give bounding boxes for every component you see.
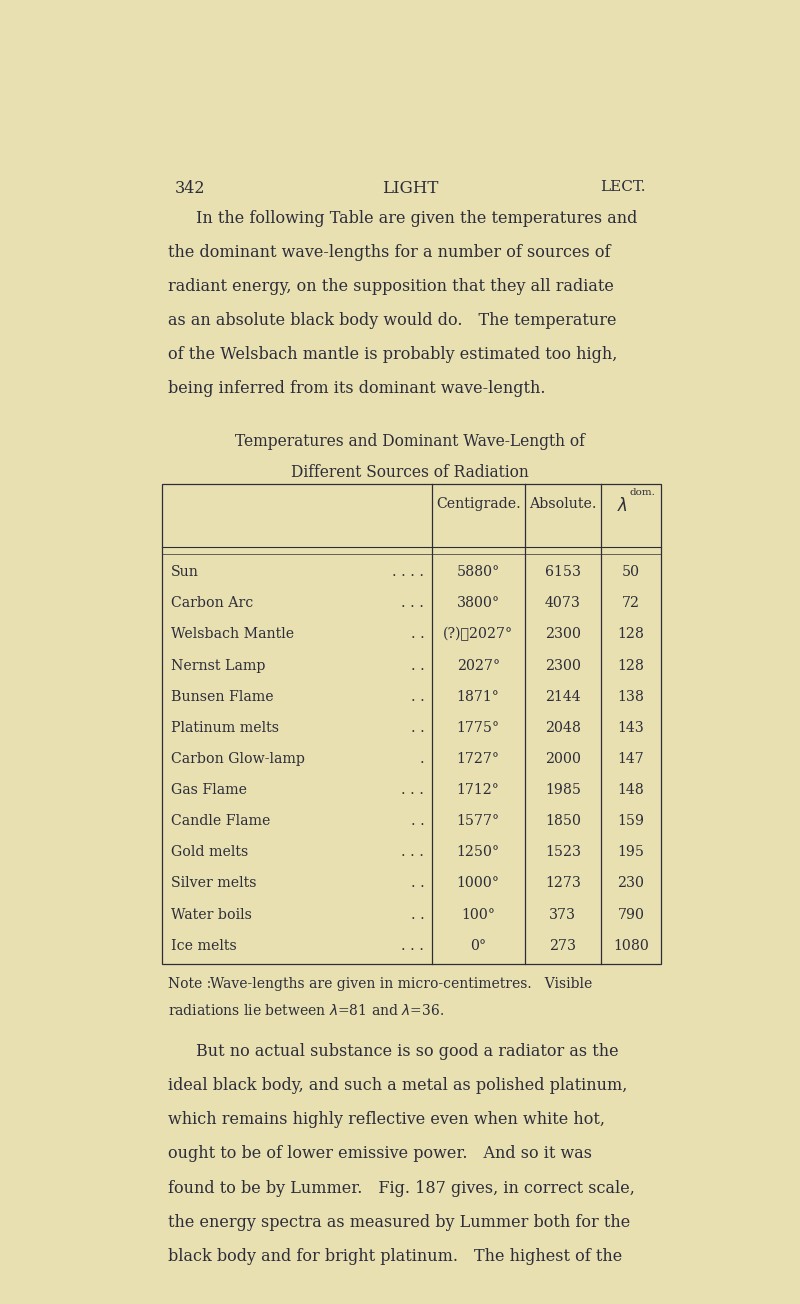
Text: 1775°: 1775°: [457, 721, 500, 734]
Text: 1712°: 1712°: [457, 782, 500, 797]
Text: 5880°: 5880°: [457, 565, 500, 579]
Text: 128: 128: [618, 659, 645, 673]
Text: of the Welsbach mantle is probably estimated too high,: of the Welsbach mantle is probably estim…: [168, 347, 618, 364]
Text: Bunsen Flame: Bunsen Flame: [171, 690, 274, 704]
Text: Different Sources of Radiation: Different Sources of Radiation: [291, 464, 529, 481]
Text: 273: 273: [550, 939, 576, 953]
Text: $\lambda$: $\lambda$: [617, 497, 628, 515]
Text: 159: 159: [618, 814, 645, 828]
Text: Platinum melts: Platinum melts: [171, 721, 279, 734]
Text: 790: 790: [618, 908, 645, 922]
Text: Gas Flame: Gas Flame: [171, 782, 247, 797]
Text: black body and for bright platinum. The highest of the: black body and for bright platinum. The …: [168, 1248, 622, 1265]
Text: ideal black body, and such a metal as polished platinum,: ideal black body, and such a metal as po…: [168, 1077, 627, 1094]
Text: 147: 147: [618, 752, 645, 765]
Text: Gold melts: Gold melts: [171, 845, 249, 859]
Text: radiations lie between $\lambda$=81 and $\lambda$=36.: radiations lie between $\lambda$=81 and …: [168, 1003, 444, 1018]
Text: 0°: 0°: [470, 939, 486, 953]
Text: Silver melts: Silver melts: [171, 876, 257, 891]
Text: 100°: 100°: [462, 908, 495, 922]
Text: being inferred from its dominant wave-length.: being inferred from its dominant wave-le…: [168, 381, 546, 398]
Text: . . .: . . .: [402, 782, 424, 797]
Text: Note :: Note :: [168, 977, 211, 991]
Text: . .: . .: [410, 876, 424, 891]
Text: Nernst Lamp: Nernst Lamp: [171, 659, 266, 673]
Text: . .: . .: [410, 814, 424, 828]
Text: 342: 342: [174, 180, 205, 197]
Text: 128: 128: [618, 627, 645, 642]
Text: Ice melts: Ice melts: [171, 939, 237, 953]
Text: the energy spectra as measured by Lummer both for the: the energy spectra as measured by Lummer…: [168, 1214, 630, 1231]
Text: Carbon Arc: Carbon Arc: [171, 596, 254, 610]
Text: dom.: dom.: [630, 488, 656, 497]
Text: Candle Flame: Candle Flame: [171, 814, 270, 828]
Text: But no actual substance is so good a radiator as the: But no actual substance is so good a rad…: [196, 1043, 618, 1060]
Text: 1850: 1850: [545, 814, 581, 828]
Bar: [162, 484, 661, 964]
Text: 373: 373: [550, 908, 576, 922]
Text: ought to be of lower emissive power. And so it was: ought to be of lower emissive power. And…: [168, 1145, 592, 1162]
Text: Absolute.: Absolute.: [529, 497, 597, 511]
Text: 6153: 6153: [545, 565, 581, 579]
Text: 143: 143: [618, 721, 645, 734]
Text: 1080: 1080: [613, 939, 649, 953]
Text: 1273: 1273: [545, 876, 581, 891]
Text: 2300: 2300: [545, 627, 581, 642]
Text: . .: . .: [410, 627, 424, 642]
Text: 1523: 1523: [545, 845, 581, 859]
Text: Temperatures and Dominant Wave-Length of: Temperatures and Dominant Wave-Length of: [235, 433, 585, 450]
Text: 1871°: 1871°: [457, 690, 500, 704]
Text: In the following Table are given the temperatures and: In the following Table are given the tem…: [196, 210, 638, 227]
Text: . . .: . . .: [402, 596, 424, 610]
Text: . . .: . . .: [402, 845, 424, 859]
Text: . .: . .: [410, 721, 424, 734]
Text: 1250°: 1250°: [457, 845, 500, 859]
Text: 1727°: 1727°: [457, 752, 500, 765]
Text: (?)‧2027°: (?)‧2027°: [443, 627, 514, 642]
Text: 4073: 4073: [545, 596, 581, 610]
Text: . . . .: . . . .: [392, 565, 424, 579]
Text: Carbon Glow-lamp: Carbon Glow-lamp: [171, 752, 306, 765]
Text: as an absolute black body would do. The temperature: as an absolute black body would do. The …: [168, 312, 617, 329]
Text: Sun: Sun: [171, 565, 199, 579]
Text: 2300: 2300: [545, 659, 581, 673]
Text: 230: 230: [618, 876, 645, 891]
Text: . .: . .: [410, 690, 424, 704]
Text: radiant energy, on the supposition that they all radiate: radiant energy, on the supposition that …: [168, 278, 614, 295]
Text: 195: 195: [618, 845, 645, 859]
Text: 2027°: 2027°: [457, 659, 500, 673]
Text: 72: 72: [622, 596, 640, 610]
Text: . .: . .: [410, 908, 424, 922]
Text: 1577°: 1577°: [457, 814, 500, 828]
Text: 2144: 2144: [545, 690, 581, 704]
Text: 3800°: 3800°: [457, 596, 500, 610]
Text: 2048: 2048: [545, 721, 581, 734]
Text: Water boils: Water boils: [171, 908, 252, 922]
Text: LECT.: LECT.: [600, 180, 646, 193]
Text: LIGHT: LIGHT: [382, 180, 438, 197]
Text: 1985: 1985: [545, 782, 581, 797]
Text: 1000°: 1000°: [457, 876, 500, 891]
Text: Welsbach Mantle: Welsbach Mantle: [171, 627, 294, 642]
Text: 50: 50: [622, 565, 640, 579]
Text: found to be by Lummer. Fig. 187 gives, in correct scale,: found to be by Lummer. Fig. 187 gives, i…: [168, 1180, 635, 1197]
Text: 2000: 2000: [545, 752, 581, 765]
Text: which remains highly reflective even when white hot,: which remains highly reflective even whe…: [168, 1111, 606, 1128]
Text: the dominant wave-lengths for a number of sources of: the dominant wave-lengths for a number o…: [168, 244, 610, 261]
Text: .: .: [420, 752, 424, 765]
Text: 138: 138: [618, 690, 645, 704]
Text: Centigrade.: Centigrade.: [436, 497, 521, 511]
Text: . .: . .: [410, 659, 424, 673]
Text: . . .: . . .: [402, 939, 424, 953]
Text: 148: 148: [618, 782, 645, 797]
Text: Wave-lengths are given in micro-centimetres.   Visible: Wave-lengths are given in micro-centimet…: [210, 977, 593, 991]
